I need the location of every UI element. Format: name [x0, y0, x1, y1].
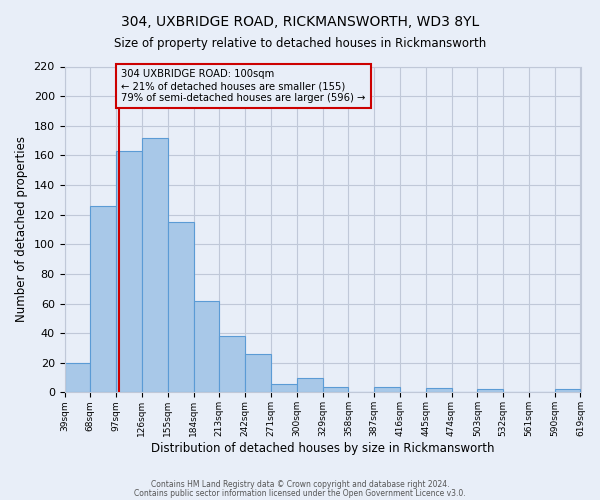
Bar — [323, 386, 349, 392]
Bar — [142, 138, 168, 392]
Bar — [194, 300, 220, 392]
Bar — [478, 390, 503, 392]
Text: Contains HM Land Registry data © Crown copyright and database right 2024.: Contains HM Land Registry data © Crown c… — [151, 480, 449, 489]
Bar — [65, 363, 91, 392]
Bar — [168, 222, 194, 392]
Bar — [220, 336, 245, 392]
Bar — [374, 386, 400, 392]
Text: Size of property relative to detached houses in Rickmansworth: Size of property relative to detached ho… — [114, 38, 486, 51]
Bar — [555, 390, 580, 392]
X-axis label: Distribution of detached houses by size in Rickmansworth: Distribution of detached houses by size … — [151, 442, 494, 455]
Bar — [245, 354, 271, 393]
Bar — [91, 206, 116, 392]
Y-axis label: Number of detached properties: Number of detached properties — [15, 136, 28, 322]
Text: Contains public sector information licensed under the Open Government Licence v3: Contains public sector information licen… — [134, 488, 466, 498]
Bar — [116, 151, 142, 392]
Bar — [297, 378, 323, 392]
Text: 304, UXBRIDGE ROAD, RICKMANSWORTH, WD3 8YL: 304, UXBRIDGE ROAD, RICKMANSWORTH, WD3 8… — [121, 15, 479, 29]
Bar — [426, 388, 452, 392]
Bar — [271, 384, 297, 392]
Text: 304 UXBRIDGE ROAD: 100sqm
← 21% of detached houses are smaller (155)
79% of semi: 304 UXBRIDGE ROAD: 100sqm ← 21% of detac… — [121, 70, 366, 102]
